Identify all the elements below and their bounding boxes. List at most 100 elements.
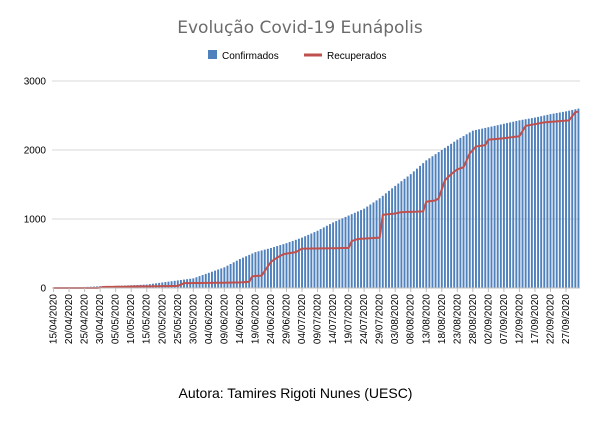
bar-confirmados [434,154,437,288]
bar-confirmados [453,141,456,288]
bar-confirmados [552,113,555,288]
bar-confirmados [332,222,335,288]
bar-confirmados [527,118,530,288]
bar-confirmados [422,163,425,288]
bar-confirmados [440,150,443,288]
x-tick-label: 29/07/2020 [375,294,386,344]
bar-confirmados [294,239,297,288]
bar-confirmados [534,117,536,288]
x-tick-label: 19/07/2020 [344,294,355,344]
bar-confirmados [360,210,362,288]
bar-confirmados [428,158,431,288]
x-tick-label: 19/06/2020 [250,294,261,344]
bar-confirmados [474,129,477,288]
bar-confirmados [229,263,232,288]
bar-confirmados [400,181,403,288]
bar-confirmados [304,236,307,288]
x-tick-label: 30/04/2020 [95,294,106,344]
bar-confirmados [220,268,223,288]
bar-confirmados [257,251,260,288]
bar-confirmados [412,171,415,288]
bar-confirmados [524,119,527,288]
bar-confirmados [353,212,356,288]
bar-confirmados [204,273,207,288]
bar-confirmados [378,198,381,288]
bar-confirmados [217,269,220,288]
bar-confirmados [450,143,453,288]
bar-confirmados [316,230,319,288]
bar-confirmados [384,193,387,288]
x-tick-label: 09/06/2020 [219,294,230,344]
bar-confirmados [394,185,397,288]
bar-confirmados [447,145,449,288]
bar-confirmados [322,227,325,288]
y-axis-ticks: 0 1000 2000 3000 [24,77,47,295]
x-tick-label: 02/09/2020 [483,294,494,344]
x-tick-label: 27/09/2020 [561,294,572,344]
x-tick-label: 04/07/2020 [297,294,308,344]
x-tick-label: 17/09/2020 [530,294,541,344]
bar-confirmados [415,168,418,288]
bar-confirmados [555,113,558,289]
x-tick-label: 03/08/2020 [390,294,401,344]
bar-confirmados [481,128,484,288]
y-tick-label: 1000 [24,215,47,226]
bar-confirmados [537,116,540,288]
bar-confirmados [512,121,515,289]
bar-confirmados [515,121,518,289]
x-tick-label: 24/07/2020 [359,294,370,344]
x-tick-label: 10/05/2020 [126,294,137,344]
bar-confirmados [232,262,235,288]
bar-confirmados [344,216,347,288]
bar-confirmados [459,137,462,288]
bar-confirmados [270,247,272,288]
bar-confirmados [506,123,508,288]
bar-confirmados [329,224,331,288]
bar-confirmados [223,267,226,288]
bar-confirmados [313,232,316,288]
bar-confirmados [319,229,322,288]
bar-confirmados [478,129,481,288]
x-tick-label: 15/05/2020 [142,294,153,344]
bar-confirmados [242,257,244,288]
bar-confirmados [484,127,487,288]
x-tick-label: 23/08/2020 [452,294,463,344]
x-tick-label: 29/06/2020 [281,294,292,344]
bar-confirmados [518,120,521,288]
recuperados-line [53,110,579,289]
bar-confirmados [248,254,251,288]
legend: Confirmados Recuperados [208,50,386,62]
bar-confirmados [462,136,465,288]
bar-confirmados [245,256,248,288]
bar-confirmados [561,111,564,288]
bar-confirmados [310,233,313,288]
bar-confirmados [363,208,366,288]
bar-confirmados [571,109,574,288]
x-tick-label: 30/05/2020 [188,294,199,344]
x-tick-label: 20/04/2020 [64,294,75,344]
bar-confirmados [568,110,571,288]
bar-confirmados [388,190,390,288]
x-tick-label: 14/06/2020 [235,294,246,344]
bar-confirmados [425,160,428,288]
y-tick-label: 2000 [24,146,47,157]
x-tick-label: 18/08/2020 [437,294,448,344]
bar-confirmados [465,134,468,288]
bar-confirmados [235,260,238,288]
bar-confirmados [291,240,294,288]
bar-confirmados [530,118,533,289]
bar-confirmados [167,281,170,288]
bar-confirmados [381,195,384,288]
x-tick-label: 08/08/2020 [406,294,417,344]
x-tick-label: 25/05/2020 [173,294,184,344]
x-tick-label: 14/07/2020 [328,294,339,344]
x-tick-label: 22/09/2020 [545,294,556,344]
x-tick-label: 15/04/2020 [49,294,60,344]
bar-confirmados [164,282,167,288]
x-tick-label: 09/07/2020 [313,294,324,344]
x-tick-label: 25/04/2020 [80,294,91,344]
confirmados-bars [52,108,580,289]
x-tick-label: 20/05/2020 [157,294,168,344]
bar-confirmados [238,259,241,288]
line-recuperados [53,110,579,289]
